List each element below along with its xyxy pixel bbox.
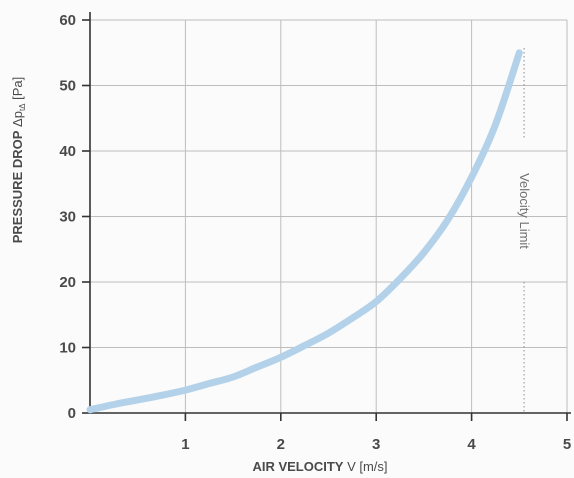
data-point-0-15 [446, 218, 449, 221]
data-point-0-18 [518, 51, 521, 54]
data-point-0-5 [208, 382, 211, 385]
data-point-0-0 [89, 408, 92, 411]
y-tick-label-20: 20 [59, 274, 76, 291]
y-tick-label-30: 30 [59, 209, 76, 226]
data-point-0-13 [399, 277, 402, 280]
data-point-0-1 [112, 403, 115, 406]
x-tick-labels: 1 2 3 4 5 [181, 436, 571, 453]
y-tick-labels: 0 10 20 30 40 50 60 [59, 12, 76, 422]
y-tick-label-0: 0 [68, 405, 76, 422]
grid [90, 19, 568, 413]
data-point-0-17 [494, 123, 497, 126]
x-axis-title: AIR VELOCITY V [m/s] [252, 459, 387, 474]
data-point-0-14 [422, 251, 425, 254]
y-axis-title: PRESSURE DROP ΔptΔ [Pa] [10, 77, 27, 244]
data-point-0-3 [160, 394, 163, 397]
data-point-0-4 [184, 389, 187, 392]
x-axis-title-main: AIR VELOCITY [252, 459, 343, 474]
y-axis-title-main: PRESSURE DROP [10, 130, 25, 243]
x-tick-label-5: 5 [563, 436, 571, 453]
y-axis-title-unit: [Pa] [10, 77, 25, 104]
data-point-0-8 [279, 356, 282, 359]
x-tick-label-1: 1 [181, 436, 189, 453]
axes [82, 12, 571, 421]
x-tick-label-3: 3 [372, 436, 380, 453]
x-tick-label-4: 4 [467, 436, 476, 453]
series-layer [86, 49, 523, 414]
data-point-0-10 [327, 332, 330, 335]
x-axis-title-unit: V [m/s] [343, 459, 387, 474]
data-point-0-16 [470, 176, 473, 179]
y-tick-label-60: 60 [59, 12, 76, 29]
data-point-0-9 [303, 344, 306, 347]
velocity-limit-label: Velocity Limit [517, 173, 532, 249]
velocity-limit-marker: Velocity Limit [517, 48, 532, 413]
y-axis-title-symbol: Δp [10, 111, 25, 131]
y-axis-title-subscript: tΔ [18, 103, 27, 111]
y-tick-label-10: 10 [59, 340, 76, 357]
data-point-0-7 [255, 366, 258, 369]
y-tick-label-50: 50 [59, 78, 76, 95]
x-tick-label-2: 2 [277, 436, 285, 453]
data-point-0-2 [136, 398, 139, 401]
data-point-0-6 [232, 375, 235, 378]
y-tick-label-40: 40 [59, 143, 76, 160]
data-point-0-12 [375, 300, 378, 303]
series-line-0 [86, 49, 523, 414]
data-point-0-11 [351, 317, 354, 320]
